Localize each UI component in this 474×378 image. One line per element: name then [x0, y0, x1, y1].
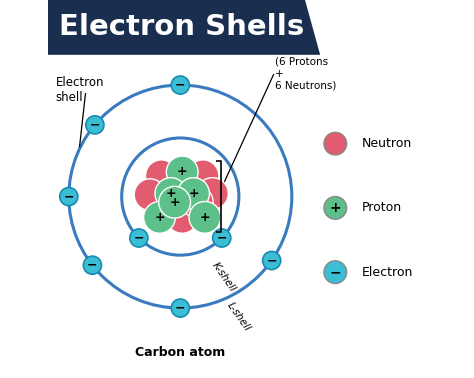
Text: −: − [266, 254, 277, 267]
Circle shape [213, 229, 231, 247]
Text: +: + [200, 211, 210, 224]
Text: −: − [175, 302, 185, 314]
Circle shape [83, 256, 101, 274]
Circle shape [134, 179, 166, 211]
Circle shape [159, 186, 191, 218]
Text: +: + [154, 211, 165, 224]
Circle shape [166, 201, 198, 233]
Circle shape [182, 186, 213, 218]
Circle shape [178, 178, 210, 209]
Text: +: + [329, 201, 341, 215]
Circle shape [263, 251, 281, 270]
Circle shape [324, 197, 346, 219]
Text: −: − [87, 259, 98, 272]
Text: Electron: Electron [362, 266, 413, 279]
Text: −: − [90, 118, 100, 132]
Text: L-shell: L-shell [225, 301, 252, 333]
Polygon shape [48, 0, 320, 55]
Text: −: − [64, 190, 74, 203]
Circle shape [197, 178, 228, 209]
Text: Proton: Proton [362, 201, 402, 214]
Circle shape [144, 201, 175, 233]
Circle shape [155, 178, 187, 209]
Text: +: + [177, 166, 188, 178]
Circle shape [171, 299, 190, 317]
Circle shape [324, 261, 346, 284]
Circle shape [166, 156, 198, 188]
Text: +: + [188, 187, 199, 200]
Circle shape [86, 116, 104, 134]
Circle shape [60, 187, 78, 206]
Text: Electron
shell: Electron shell [55, 76, 104, 104]
Text: Carbon atom: Carbon atom [135, 346, 226, 359]
Circle shape [130, 229, 148, 247]
Text: K-shell: K-shell [210, 260, 237, 294]
Text: Nucleus
(6 Protons
+
6 Neutrons): Nucleus (6 Protons + 6 Neutrons) [275, 45, 336, 90]
Text: −: − [134, 231, 144, 245]
Circle shape [324, 132, 346, 155]
Text: Neutron: Neutron [362, 137, 412, 150]
Circle shape [187, 160, 219, 192]
Circle shape [189, 201, 221, 233]
Circle shape [171, 76, 190, 94]
Text: +: + [169, 196, 180, 209]
Text: Electron Shells: Electron Shells [59, 13, 305, 42]
Circle shape [146, 160, 177, 192]
Text: −: − [175, 79, 185, 91]
Text: +: + [165, 187, 176, 200]
Text: −: − [217, 231, 227, 245]
Text: −: − [329, 265, 341, 279]
